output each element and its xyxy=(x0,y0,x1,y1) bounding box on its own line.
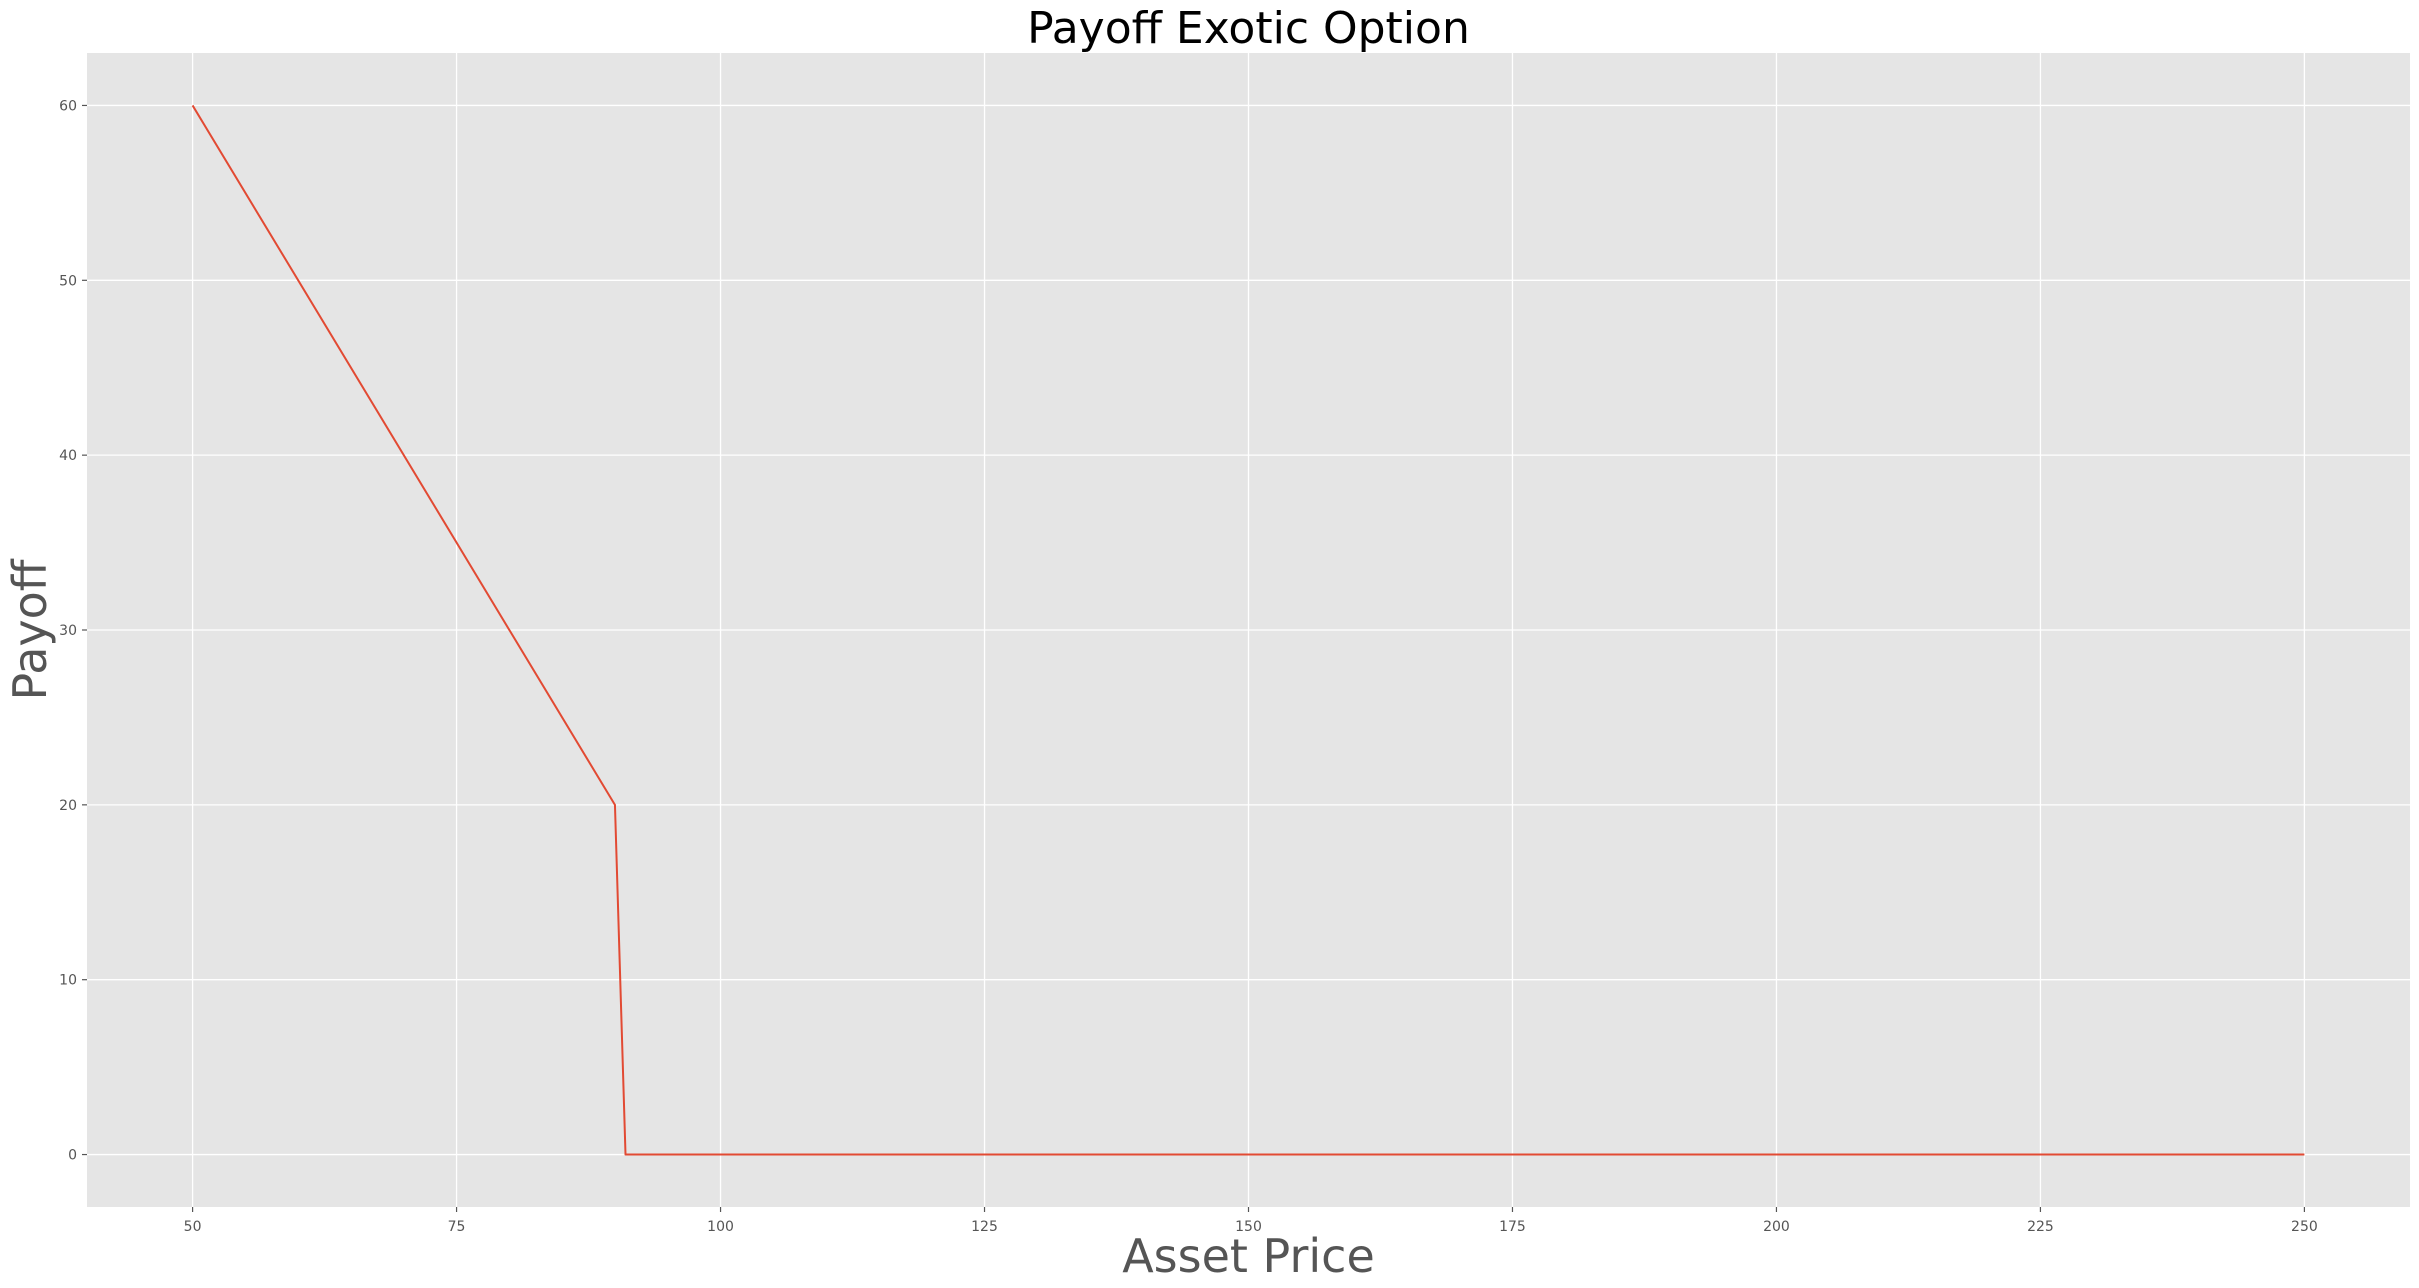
x-tick-label: 100 xyxy=(707,1219,734,1235)
y-axis-label: Payoff xyxy=(3,558,57,700)
series-layer xyxy=(191,104,2305,1156)
x-tick-label: 225 xyxy=(2027,1219,2054,1235)
x-tick-label: 175 xyxy=(1499,1219,1526,1235)
x-tick-label: 200 xyxy=(1763,1219,1790,1235)
x-tick-label: 250 xyxy=(2291,1219,2318,1235)
axis-ticks: 50 75 100 125 150 175 200 225 250 0 10 20 30 40 50 60 xyxy=(59,98,2318,1235)
x-tick-label: 150 xyxy=(1235,1219,1262,1235)
y-tick-label: 30 xyxy=(59,623,77,639)
x-tick-label: 125 xyxy=(971,1219,998,1235)
chart-title: Payoff Exotic Option xyxy=(1027,3,1470,54)
y-tick-label: 40 xyxy=(59,448,77,464)
y-tick-label: 60 xyxy=(59,98,77,114)
y-tick-label: 50 xyxy=(59,273,77,289)
y-tick-label: 10 xyxy=(59,973,77,989)
x-axis-label: Asset Price xyxy=(1122,1229,1375,1283)
payoff-line xyxy=(191,104,2305,1156)
y-tick-label: 20 xyxy=(59,798,77,814)
y-tick-label: 0 xyxy=(68,1148,77,1164)
x-tick-label: 75 xyxy=(448,1219,466,1235)
x-tick-label: 50 xyxy=(184,1219,202,1235)
